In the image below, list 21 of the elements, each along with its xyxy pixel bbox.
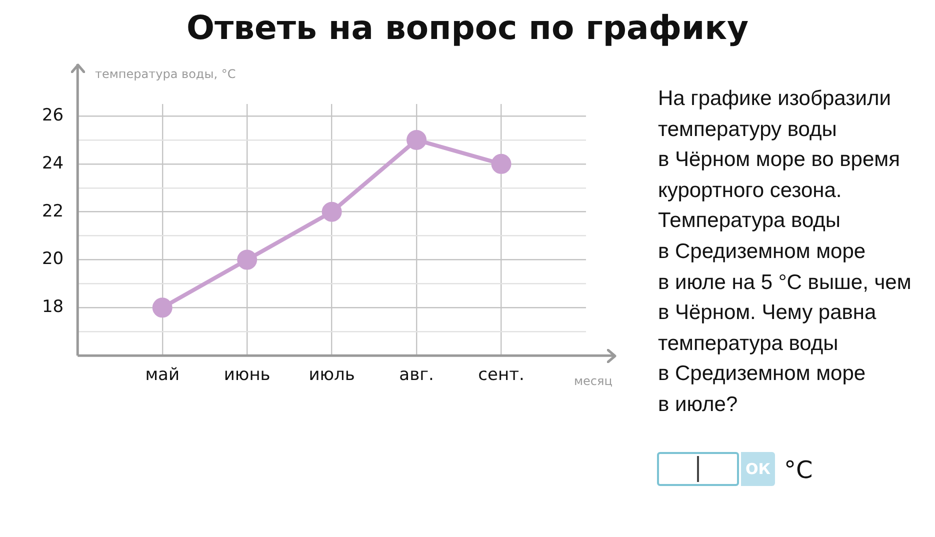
point	[237, 250, 258, 270]
ok-button: ОК	[741, 452, 775, 486]
y-tick-label: 20	[42, 249, 64, 270]
point	[406, 130, 427, 150]
point	[491, 154, 512, 174]
text: °C	[784, 456, 813, 484]
y-axis-title: температура воды, °C	[95, 67, 236, 81]
x-tick-label: авг.	[399, 365, 434, 386]
x-tick-label: июль	[308, 365, 355, 386]
y-tick-label: 18	[42, 297, 64, 318]
y-tick-label: 24	[42, 153, 64, 174]
x-axis-title: месяц	[574, 374, 612, 388]
y-tick-label: 26	[42, 105, 64, 126]
x-tick-label: июнь	[224, 365, 270, 386]
text: На графике изобразили температуру воды в Чёрном море во время курортного сезона. Температура воды в Средиземном море в июле на 5 °C выше, чем в Чёрном. Чему равна температура воды в Средиземном море в июле?	[658, 87, 912, 416]
x-tick-label: май	[145, 365, 180, 386]
y-tick-label: 22	[42, 201, 64, 222]
chart-title: Ответь на вопрос по графику	[185, 8, 750, 47]
point	[152, 298, 172, 318]
x-tick-label: сент.	[478, 365, 524, 386]
point	[322, 202, 342, 222]
